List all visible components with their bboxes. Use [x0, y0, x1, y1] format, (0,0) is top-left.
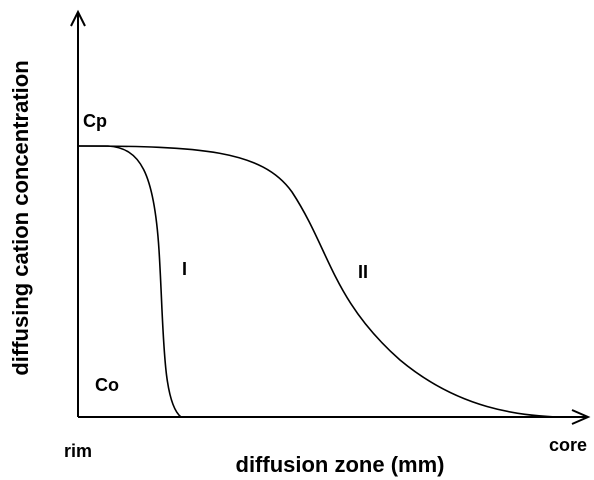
- lower-level-label: Co: [95, 375, 119, 395]
- y-axis-label: diffusing cation concentration: [8, 60, 33, 375]
- x-axis-label: diffusion zone (mm): [236, 452, 445, 477]
- curve-label: I: [182, 259, 187, 279]
- curve-i: [78, 145, 182, 418]
- y-axis-arrow: [70, 9, 86, 27]
- x-end-label: core: [549, 435, 587, 455]
- x-start-label: rim: [64, 441, 92, 461]
- curve-label: II: [358, 262, 368, 282]
- x-axis-arrow: [571, 409, 591, 425]
- curve-ii: [77, 145, 557, 418]
- upper-level-label: Cp: [83, 111, 107, 131]
